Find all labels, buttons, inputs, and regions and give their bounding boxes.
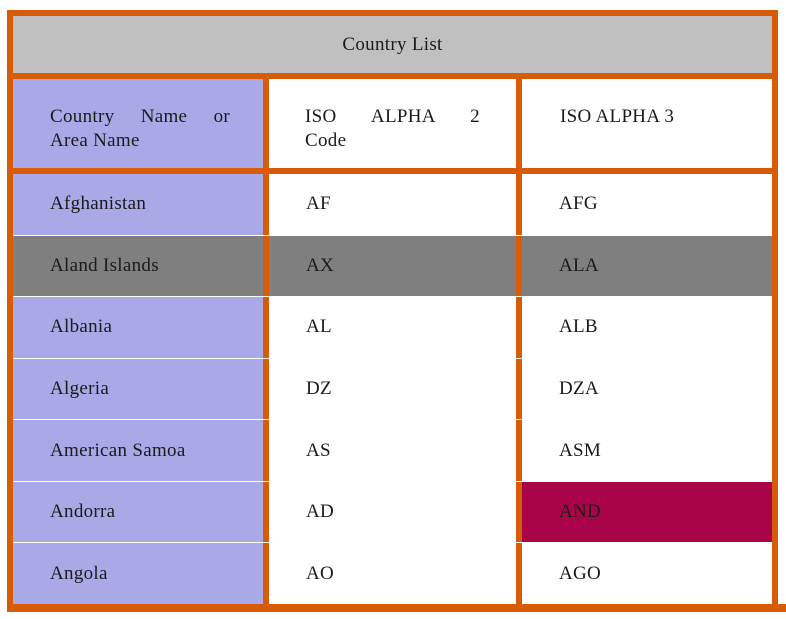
table-row: Andorra AD AND [13, 481, 772, 543]
iso-alpha2-cell: AO [269, 543, 516, 605]
header-word: Country [50, 106, 115, 127]
header-line: Country Name or [50, 105, 230, 129]
column-rule [263, 297, 269, 358]
iso-alpha2-cell: AS [269, 420, 516, 481]
table-row: Angola AO AGO [13, 543, 772, 605]
column-rule [263, 481, 269, 543]
table-row: Aland Islands AX ALA [13, 235, 772, 297]
table-row: American Samoa AS ASM [13, 420, 772, 481]
iso-alpha3-cell: ALA [522, 235, 772, 297]
column-rule [263, 235, 269, 297]
column-rule [516, 543, 522, 605]
iso-alpha2-cell: DZ [269, 358, 516, 420]
header-line: Code [305, 130, 347, 151]
column-rule [263, 174, 269, 235]
country-name-cell: Afghanistan [13, 174, 263, 235]
table-row: Algeria DZ DZA [13, 358, 772, 420]
table-body: Afghanistan AF AFG Aland Islands AX ALA … [13, 174, 772, 605]
iso-alpha3-cell: DZA [522, 358, 772, 420]
header-line: Area Name [50, 130, 140, 151]
table-title: Country List [342, 33, 443, 55]
column-rule [516, 297, 522, 358]
header-country-name: Country Name or Area Name [13, 79, 263, 168]
column-rule [263, 79, 269, 168]
table-border-left [7, 10, 13, 604]
country-list-table: Country List Country Name or Area Name I… [7, 10, 778, 605]
iso-alpha3-cell: AFG [522, 174, 772, 235]
rule-under-title [13, 73, 772, 79]
column-rule [263, 420, 269, 481]
country-name-cell: Angola [13, 543, 263, 605]
country-name-cell: Albania [13, 297, 263, 358]
rule-under-header [13, 168, 772, 174]
header-line: ISO ALPHA 2 [305, 105, 480, 129]
iso-alpha2-cell: AF [269, 174, 516, 235]
column-rule [516, 174, 522, 235]
table-border-right [772, 10, 778, 604]
iso-alpha2-cell: AD [269, 481, 516, 543]
iso-alpha3-cell: ALB [522, 297, 772, 358]
column-rule [263, 543, 269, 605]
header-row: Country Name or Area Name ISO ALPHA 2 Co… [13, 79, 772, 168]
iso-alpha2-cell: AX [269, 235, 516, 297]
table-border-top [13, 10, 772, 16]
column-rule [263, 358, 269, 420]
header-iso-alpha-2: ISO ALPHA 2 Code [269, 79, 516, 168]
country-name-cell: American Samoa [13, 420, 263, 481]
iso-alpha3-cell: AND [522, 481, 772, 543]
country-name-cell: Andorra [13, 481, 263, 543]
header-word: 2 [470, 106, 480, 127]
column-rule [516, 481, 522, 543]
table-row: Afghanistan AF AFG [13, 174, 772, 235]
table-border-bottom [7, 604, 786, 612]
header-word: Name [140, 106, 188, 127]
header-iso-alpha-3: ISO ALPHA 3 [522, 79, 772, 168]
header-line: ISO ALPHA 3 [560, 106, 675, 127]
country-name-cell: Algeria [13, 358, 263, 420]
column-rule [516, 358, 522, 420]
column-rule [516, 420, 522, 481]
iso-alpha3-cell: AGO [522, 543, 772, 605]
country-name-cell: Aland Islands [13, 235, 263, 297]
column-rule [516, 235, 522, 297]
header-word: ALPHA [370, 106, 436, 127]
column-rule [516, 79, 522, 168]
header-word: or [213, 106, 230, 127]
header-word: ISO [305, 106, 337, 127]
table-title-bar: Country List [13, 16, 772, 73]
iso-alpha2-cell: AL [269, 297, 516, 358]
iso-alpha3-cell: ASM [522, 420, 772, 481]
table-row: Albania AL ALB [13, 297, 772, 358]
